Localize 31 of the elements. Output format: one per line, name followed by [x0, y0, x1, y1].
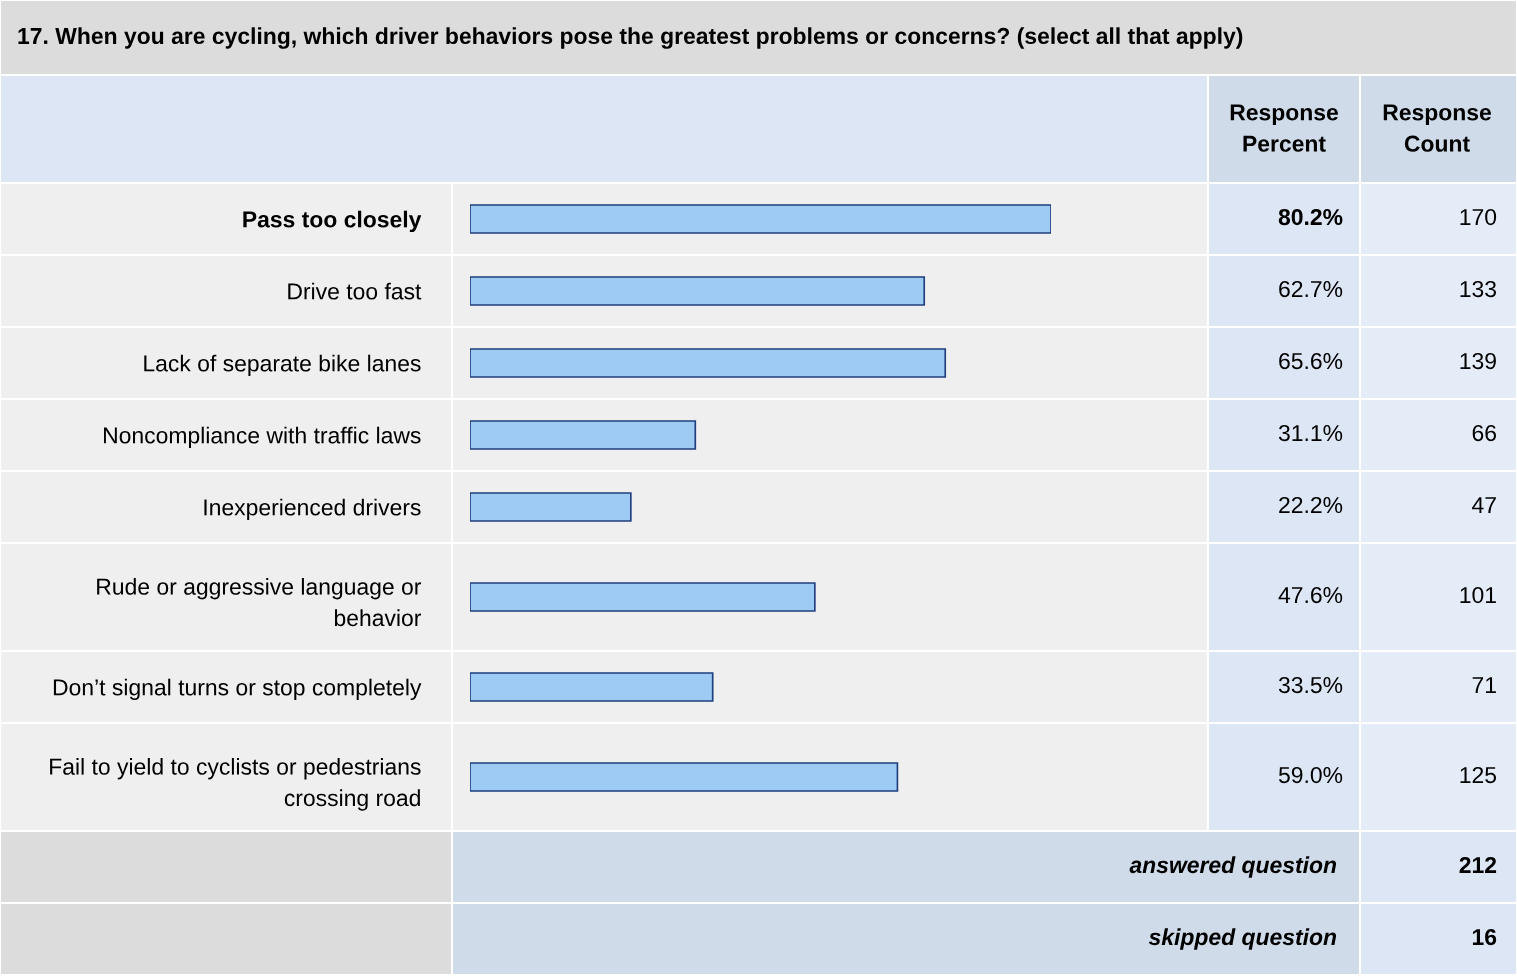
- data-label: 22.2%: [1279, 496, 1343, 514]
- text: Response Percent: [1230, 104, 1338, 152]
- text: 212: [1459, 856, 1497, 873]
- data-label: 62.7%: [1279, 280, 1343, 298]
- data-label: 47.6%: [1278, 586, 1343, 604]
- y-tick-label: Fail to yield to cyclists or pedestrians crossing road: [50, 758, 421, 811]
- text: 101: [1460, 586, 1496, 604]
- text: 66: [1472, 424, 1496, 442]
- text: 133: [1460, 280, 1496, 298]
- data-label: 65.6%: [1279, 352, 1343, 370]
- data-label: 33.5%: [1278, 676, 1343, 694]
- y-tick-label: Pass too closely: [243, 210, 422, 233]
- text: 125: [1460, 766, 1497, 784]
- y-tick-label: Rude or aggressive language or behavior: [97, 578, 422, 627]
- y-tick-label: Inexperienced drivers: [204, 498, 421, 521]
- y-tick-label: Lack of separate bike lanes: [144, 354, 421, 377]
- text: 47: [1472, 497, 1496, 513]
- text: 71: [1472, 677, 1496, 693]
- y-tick-label: Drive too fast: [288, 282, 422, 300]
- data-label: 80.2%: [1278, 208, 1343, 226]
- text: 170: [1460, 208, 1497, 226]
- y-tick-label: Don’t signal turns or stop completely: [53, 678, 422, 701]
- text: 139: [1460, 352, 1496, 370]
- text: skipped question: [1148, 928, 1337, 950]
- chart-title: 17. When you are cycling, which driver behaviors pose the greatest problems or concerns? (select all that apply): [18, 27, 1243, 49]
- text: Response Count: [1383, 104, 1491, 152]
- data-label: 31.1%: [1278, 424, 1343, 442]
- y-tick-label: Noncompliance with traffic laws: [104, 426, 421, 449]
- text: 16: [1472, 928, 1497, 946]
- data-label: 59.0%: [1278, 766, 1343, 784]
- text: answered question: [1129, 856, 1337, 878]
